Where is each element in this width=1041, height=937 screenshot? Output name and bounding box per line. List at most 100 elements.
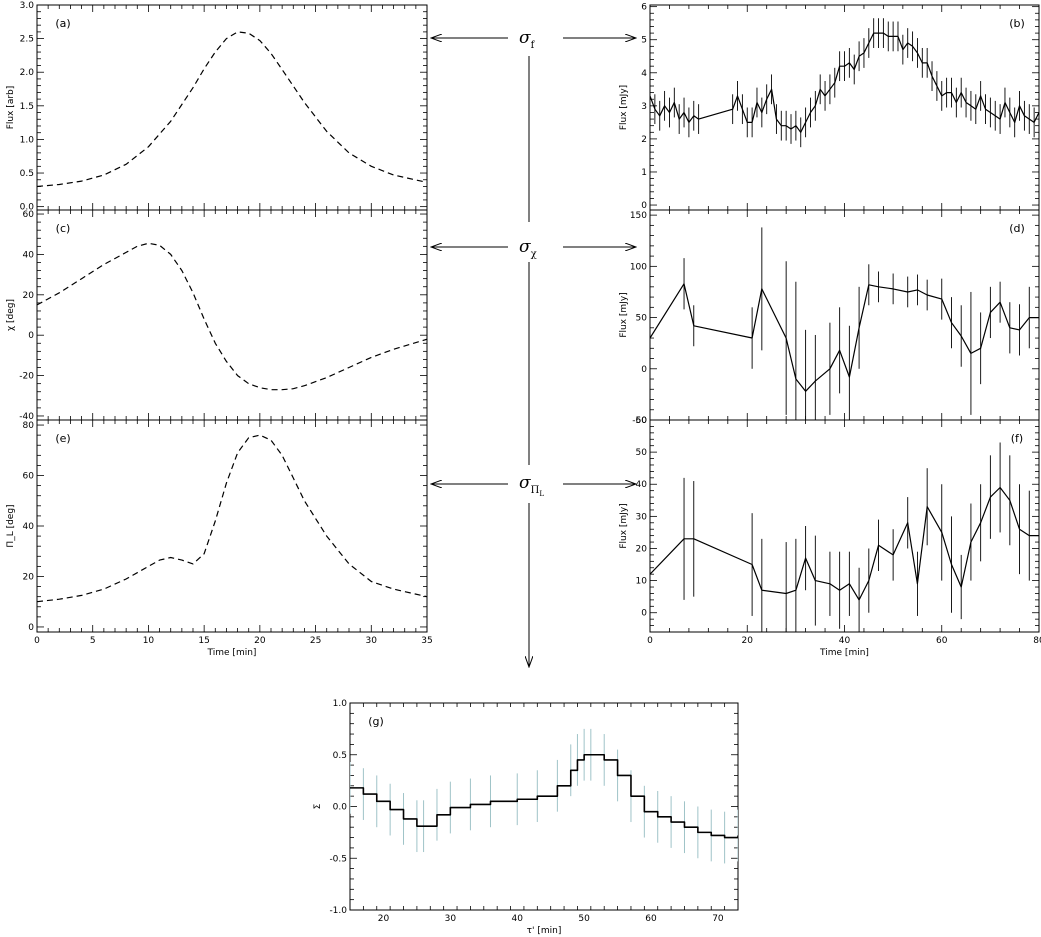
- connector-arrows: [431, 38, 636, 667]
- panel-e: 0 5 10 15 20 25 30 35 0 20 40 60 80 Time [min] Π_L [de…: [6, 419, 433, 658]
- sigma-f-label: σf: [519, 28, 536, 51]
- x-tick-label: 70: [712, 914, 724, 924]
- x-tick-label: 40: [512, 914, 524, 924]
- x-tick-label: 5: [90, 636, 96, 646]
- y-tick-label: 0: [28, 623, 34, 633]
- y-axis-label: χ [deg]: [6, 299, 16, 331]
- y-tick-label: 40: [636, 480, 648, 490]
- x-axis-label: Time [min]: [819, 648, 869, 658]
- y-tick-label: 5: [641, 36, 647, 46]
- y-tick-label: 100: [630, 262, 647, 272]
- y-tick-label: 3.0: [20, 1, 35, 11]
- y-tick-label: 10: [636, 577, 648, 587]
- y-tick-label: 0: [28, 331, 34, 341]
- y-axis-label: Flux [mJy]: [619, 503, 629, 548]
- sigma-pi-label: σΠL: [519, 473, 544, 498]
- data-line: [650, 486, 1039, 601]
- x-tick-label: 30: [445, 914, 457, 924]
- plot-area: [650, 227, 1039, 420]
- y-tick-label: 2.5: [20, 35, 34, 45]
- y-tick-label: 0: [641, 609, 647, 619]
- panel-c: -40 -20 0 20 40 60 χ [deg] (c): [6, 209, 428, 422]
- y-tick-label: 1.5: [20, 102, 34, 112]
- panel-label: (f): [1011, 432, 1023, 445]
- y-tick-label: 60: [636, 416, 648, 426]
- x-tick-label: 80: [1033, 636, 1041, 646]
- data-line: [37, 434, 427, 603]
- panel-label: (a): [55, 17, 70, 30]
- data-line: [650, 32, 1039, 133]
- y-axis-label: Σ: [313, 803, 323, 809]
- y-tick-label: -50: [632, 416, 647, 426]
- panel-label: (b): [1009, 17, 1025, 30]
- panel-g: 20 30 40 50 60 70 -1.0 -0.5 0.0 0.5 1.0 τ' [min] Σ (g…: [313, 699, 739, 936]
- plot-frame: [36, 209, 428, 421]
- data-line: [650, 283, 1039, 392]
- y-tick-label: 4: [641, 69, 647, 79]
- plot-frame: [349, 702, 739, 911]
- y-axis-label: Flux [mJy]: [619, 292, 629, 337]
- y-tick-label: -40: [19, 412, 34, 422]
- y-tick-label: 40: [23, 522, 35, 532]
- x-tick-label: 60: [936, 636, 948, 646]
- plot-area: [350, 728, 738, 864]
- x-tick-label: 40: [839, 636, 851, 646]
- panel-label: (e): [55, 432, 70, 445]
- x-tick-label: 20: [742, 636, 754, 646]
- x-tick-label: 20: [254, 636, 266, 646]
- x-tick-label: 10: [143, 636, 155, 646]
- data-line: [350, 753, 738, 839]
- y-tick-label: -0.5: [329, 854, 347, 864]
- x-axis-label: Time [min]: [207, 648, 257, 658]
- x-tick-label: 25: [310, 636, 321, 646]
- data-line: [37, 31, 427, 188]
- y-tick-label: 0: [641, 365, 647, 375]
- y-tick-label: 3: [641, 102, 647, 112]
- y-tick-label: 80: [23, 421, 35, 431]
- panel-a: 0.0 0.5 1.0 1.5 2.0 2.5 3.0 Flux [arb] (a): [6, 1, 428, 213]
- y-tick-label: 60: [23, 210, 35, 220]
- y-axis-label: Π_L [deg]: [6, 504, 16, 547]
- plot-area: [37, 434, 427, 603]
- y-tick-label: -20: [19, 372, 34, 382]
- panels: 0.0 0.5 1.0 1.5 2.0 2.5 3.0 Flux [arb] (a) 0 1 2 3 4 5…: [6, 1, 1041, 936]
- x-tick-label: 60: [645, 914, 657, 924]
- y-tick-label: 40: [23, 250, 35, 260]
- y-tick-label: 1: [641, 168, 647, 178]
- data-line: [37, 242, 427, 391]
- y-tick-label: 20: [23, 291, 35, 301]
- y-tick-label: 20: [23, 572, 35, 582]
- y-tick-label: 0.5: [333, 751, 347, 761]
- y-tick-label: 150: [630, 211, 647, 221]
- y-tick-label: 0: [641, 201, 647, 211]
- x-tick-label: 30: [366, 636, 378, 646]
- y-tick-label: 30: [636, 512, 648, 522]
- y-tick-label: -1.0: [329, 906, 347, 916]
- x-tick-label: 0: [647, 636, 653, 646]
- panel-label: (c): [56, 222, 71, 235]
- y-tick-label: 2: [641, 135, 647, 145]
- y-tick-label: 6: [641, 3, 647, 13]
- y-tick-label: 60: [23, 472, 35, 482]
- plot-area: [37, 242, 427, 391]
- panel-label: (d): [1009, 222, 1025, 235]
- x-tick-label: 50: [578, 914, 590, 924]
- panel-f: 0 20 40 60 80 0 10 20 30 40 50 60 Time [min] Flux [mJ…: [619, 416, 1041, 658]
- panel-b: 0 1 2 3 4 5 6 Flux [mJy] (b): [619, 3, 1040, 211]
- y-tick-label: 50: [636, 314, 648, 324]
- y-tick-label: 0.5: [20, 169, 34, 179]
- y-tick-label: 1.0: [20, 135, 35, 145]
- plot-area: [650, 442, 1039, 632]
- y-axis-label: Flux [mJy]: [619, 85, 629, 130]
- y-tick-label: 0.0: [20, 203, 35, 213]
- plot-frame: [36, 419, 428, 633]
- y-tick-label: 1.0: [333, 699, 348, 709]
- x-tick-label: 15: [198, 636, 209, 646]
- sigma-chi-label: σχ: [519, 237, 537, 260]
- panel-label: (g): [368, 715, 384, 728]
- plot-area: [37, 31, 427, 188]
- y-tick-label: 20: [636, 544, 648, 554]
- x-tick-label: 0: [34, 636, 40, 646]
- panel-d: -50 0 50 100 150 Flux [mJy] (d): [619, 209, 1040, 426]
